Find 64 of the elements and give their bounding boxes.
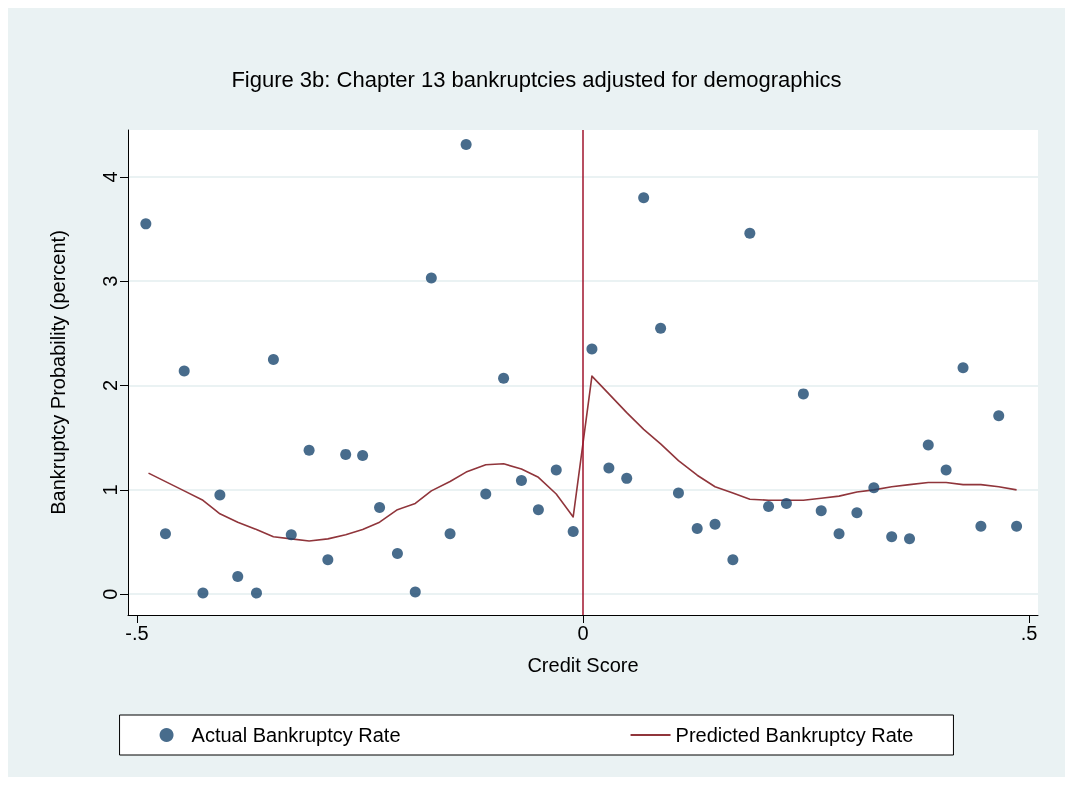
point — [1011, 520, 1023, 532]
point — [655, 322, 667, 334]
point — [621, 472, 633, 484]
y-tick-label: 1 — [99, 484, 121, 496]
point — [515, 474, 527, 486]
y-tick-label: 2 — [99, 379, 121, 392]
point — [357, 449, 369, 461]
point — [975, 520, 987, 532]
point — [851, 507, 863, 519]
point — [672, 487, 684, 499]
point — [780, 497, 792, 509]
point — [727, 554, 739, 566]
x-axis-title: Credit Score — [527, 654, 639, 676]
point — [460, 139, 472, 151]
x-tick-label: -.5 — [125, 622, 149, 644]
point — [940, 464, 952, 476]
legend-label: Actual Bankruptcy Rate — [191, 724, 401, 746]
point — [815, 505, 827, 517]
point — [744, 227, 756, 239]
point — [374, 502, 386, 514]
point — [833, 528, 845, 540]
point — [922, 439, 934, 451]
point — [140, 218, 152, 230]
point — [159, 528, 171, 540]
point — [340, 448, 352, 460]
point — [498, 372, 510, 384]
x-tick-label: 0 — [577, 622, 589, 644]
point — [638, 192, 650, 204]
point — [532, 504, 544, 516]
point — [409, 586, 421, 598]
x-tick-label: .5 — [1020, 622, 1038, 644]
point — [197, 587, 209, 599]
point — [886, 531, 898, 543]
point — [691, 522, 703, 534]
point — [550, 464, 562, 476]
point — [285, 529, 297, 541]
point — [797, 388, 809, 400]
point — [480, 488, 492, 500]
y-tick-label: 0 — [99, 588, 121, 600]
point — [586, 343, 598, 355]
point — [709, 518, 721, 530]
point — [904, 533, 916, 545]
y-axis-title: Bankruptcy Probability (percent) — [47, 230, 69, 515]
point — [214, 489, 226, 501]
point — [763, 501, 775, 513]
chart-title: Figure 3b: Chapter 13 bankruptcies adjusted for demographics — [231, 66, 842, 92]
point — [603, 462, 615, 474]
legend-label: Predicted Bankruptcy Rate — [675, 724, 914, 746]
point — [957, 362, 969, 374]
point — [250, 587, 262, 599]
point — [178, 365, 190, 377]
point — [232, 570, 244, 582]
y-tick-label: 4 — [99, 171, 121, 183]
point — [391, 547, 403, 559]
point — [993, 410, 1005, 422]
line-series — [147, 375, 1018, 542]
point — [303, 444, 315, 456]
point — [267, 353, 279, 365]
point — [425, 272, 437, 284]
y-tick-label: 3 — [99, 275, 121, 287]
point — [567, 526, 579, 538]
point — [868, 482, 880, 494]
point — [322, 554, 334, 566]
point — [444, 528, 456, 540]
